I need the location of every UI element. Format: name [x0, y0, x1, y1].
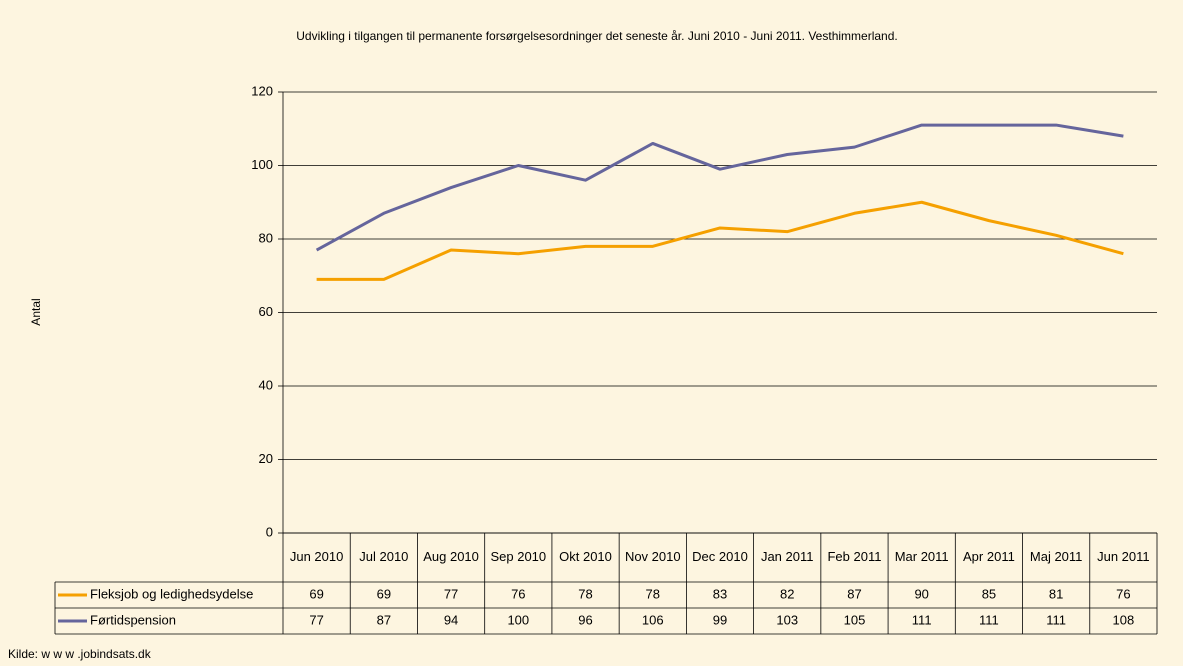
- y-tick-label: 60: [259, 304, 273, 319]
- table-value: 87: [377, 612, 391, 627]
- x-tick-label: Dec 2010: [692, 549, 748, 564]
- x-tick-label: Mar 2011: [895, 549, 949, 564]
- table-value: 85: [982, 586, 996, 601]
- table-value: 96: [578, 612, 592, 627]
- table-value: 78: [578, 586, 592, 601]
- line: [315, 123, 1124, 252]
- table-value: 69: [377, 586, 391, 601]
- chart-title: Udvikling i tilgangen til permanente for…: [296, 29, 897, 43]
- y-tick-label: 120: [251, 83, 273, 98]
- table-value: 105: [844, 612, 866, 627]
- x-tick-label: Nov 2010: [625, 549, 681, 564]
- x-tick-label: Okt 2010: [559, 549, 612, 564]
- table-value: 77: [309, 612, 323, 627]
- x-tick-label: Feb 2011: [827, 549, 881, 564]
- table-value: 82: [780, 586, 794, 601]
- table-value: 81: [1049, 586, 1063, 601]
- line: [316, 200, 1124, 281]
- x-tick-label: Aug 2010: [423, 549, 479, 564]
- table-value: 100: [507, 612, 529, 627]
- table-value: 77: [444, 586, 458, 601]
- table-value: 106: [642, 612, 664, 627]
- table-value: 90: [914, 586, 928, 601]
- table-value: 108: [1113, 612, 1135, 627]
- table-value: 103: [776, 612, 798, 627]
- y-tick-label: 20: [259, 451, 273, 466]
- source: Kilde: w w w .jobindsats.dk: [8, 647, 152, 661]
- x-tick-label: Jun 2010: [290, 549, 344, 564]
- table-value: 69: [309, 586, 323, 601]
- y-tick-label: 40: [259, 377, 273, 392]
- table-value: 76: [511, 586, 525, 601]
- table-value: 111: [912, 612, 932, 627]
- table-value: 94: [444, 612, 458, 627]
- legend-label: Førtidspension: [90, 612, 176, 627]
- x-tick-label: Jan 2011: [761, 549, 814, 564]
- x-tick-label: Maj 2011: [1030, 549, 1083, 564]
- x-tick-label: Jun 2011: [1097, 549, 1150, 564]
- legend-label: Fleksjob og ledighedsydelse: [90, 586, 253, 601]
- table-value: 78: [646, 586, 660, 601]
- table-value: 87: [847, 586, 861, 601]
- y-tick-label: 0: [266, 524, 273, 539]
- y-tick-label: 100: [251, 157, 273, 172]
- y-tick-label: 80: [259, 230, 273, 245]
- x-tick-label: Jul 2010: [359, 549, 408, 564]
- table-value: 76: [1116, 586, 1130, 601]
- y-axis-label: Antal: [29, 298, 43, 325]
- table-value: 99: [713, 612, 727, 627]
- table-value: 111: [1046, 612, 1066, 627]
- table-value: 83: [713, 586, 727, 601]
- x-tick-label: Apr 2011: [963, 549, 1015, 564]
- x-tick-label: Sep 2010: [490, 549, 546, 564]
- table-value: 111: [979, 612, 999, 627]
